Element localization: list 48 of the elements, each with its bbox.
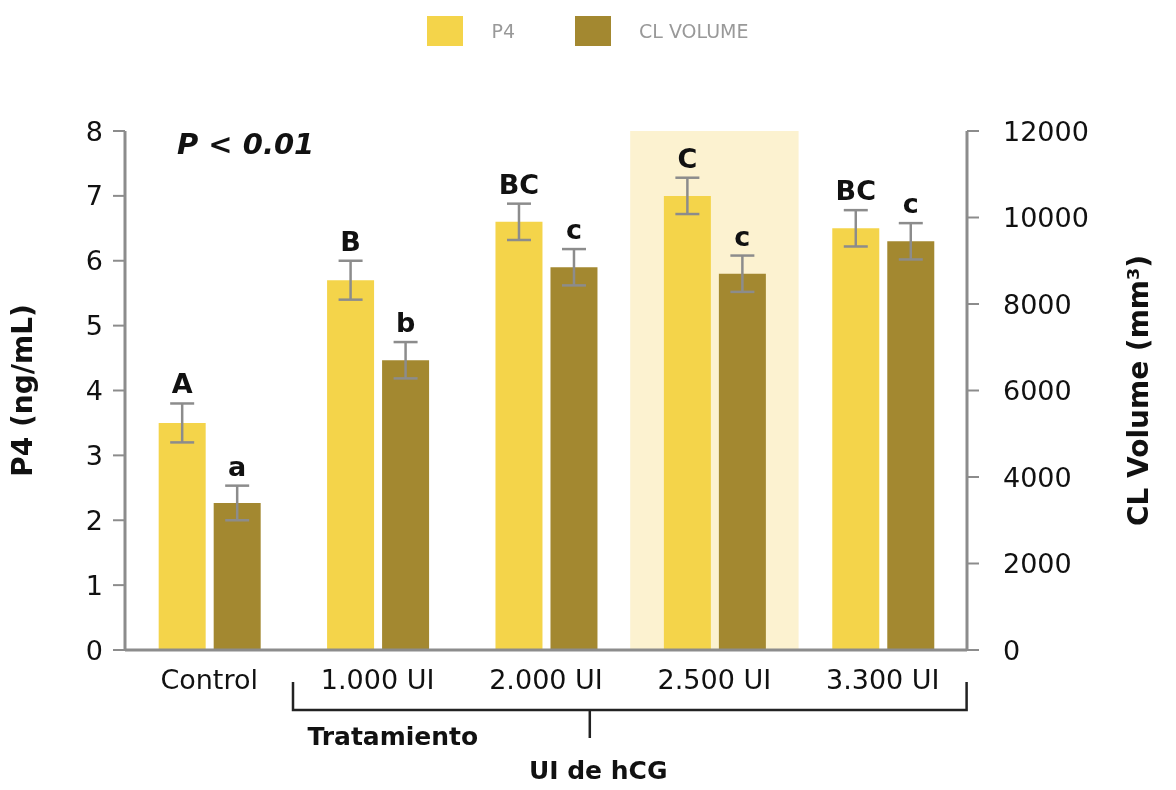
bar bbox=[663, 195, 711, 650]
y-tick-label: 6 bbox=[85, 245, 103, 277]
data-label: A bbox=[171, 368, 193, 400]
data-label: BC bbox=[835, 175, 876, 207]
x-tick-label: Control bbox=[160, 664, 258, 696]
y2-tick-label: 8000 bbox=[1003, 288, 1072, 320]
y2-axis-title: CL Volume (mm³) bbox=[1122, 254, 1155, 527]
y-tick-label: 0 bbox=[85, 634, 103, 666]
y-tick-label: 4 bbox=[85, 375, 103, 407]
y2-tick-label: 10000 bbox=[1003, 202, 1089, 234]
legend-label: P4 bbox=[491, 20, 516, 42]
annotation: P < 0.01 bbox=[177, 127, 315, 161]
data-label: BC bbox=[498, 168, 540, 200]
data-label: c bbox=[902, 188, 919, 220]
bar bbox=[495, 221, 543, 650]
y2-tick-label: 6000 bbox=[1003, 375, 1072, 407]
y2-tick-label: 0 bbox=[1003, 634, 1021, 666]
y-tick-label: 7 bbox=[85, 180, 103, 212]
legend-label: CL VOLUME bbox=[639, 20, 749, 42]
bar bbox=[718, 273, 766, 650]
bar bbox=[382, 360, 430, 650]
x-tick-label: 3.300 UI bbox=[826, 664, 940, 696]
x-axis-title: UI de hCG bbox=[527, 756, 669, 785]
data-label: b bbox=[395, 307, 416, 339]
y-tick-label: 8 bbox=[85, 115, 103, 147]
data-label: B bbox=[340, 225, 361, 257]
x-tick-label: 2.000 UI bbox=[489, 664, 603, 696]
y-tick-label: 5 bbox=[85, 310, 103, 342]
y2-tick-label: 4000 bbox=[1003, 461, 1072, 493]
x-tick-label: 2.500 UI bbox=[657, 664, 772, 696]
y-tick-label: 2 bbox=[85, 504, 103, 536]
y-tick-label: 1 bbox=[85, 569, 103, 601]
x-tick-label: 1.000 UI bbox=[320, 664, 435, 696]
y2-tick-label: 2000 bbox=[1003, 548, 1072, 580]
bar bbox=[550, 267, 598, 650]
data-label: c bbox=[565, 214, 582, 246]
bar bbox=[158, 422, 206, 650]
bar bbox=[832, 228, 880, 650]
bar bbox=[887, 241, 935, 650]
y2-tick-label: 12000 bbox=[1003, 115, 1089, 147]
data-label: c bbox=[734, 220, 751, 252]
text: Tratamiento bbox=[307, 722, 479, 751]
bar bbox=[213, 502, 261, 650]
y-axis-title: P4 (ng/mL) bbox=[6, 304, 39, 477]
data-label: a bbox=[228, 450, 247, 482]
bar bbox=[327, 280, 375, 650]
data-label: C bbox=[677, 142, 698, 174]
y-tick-label: 3 bbox=[85, 439, 103, 471]
